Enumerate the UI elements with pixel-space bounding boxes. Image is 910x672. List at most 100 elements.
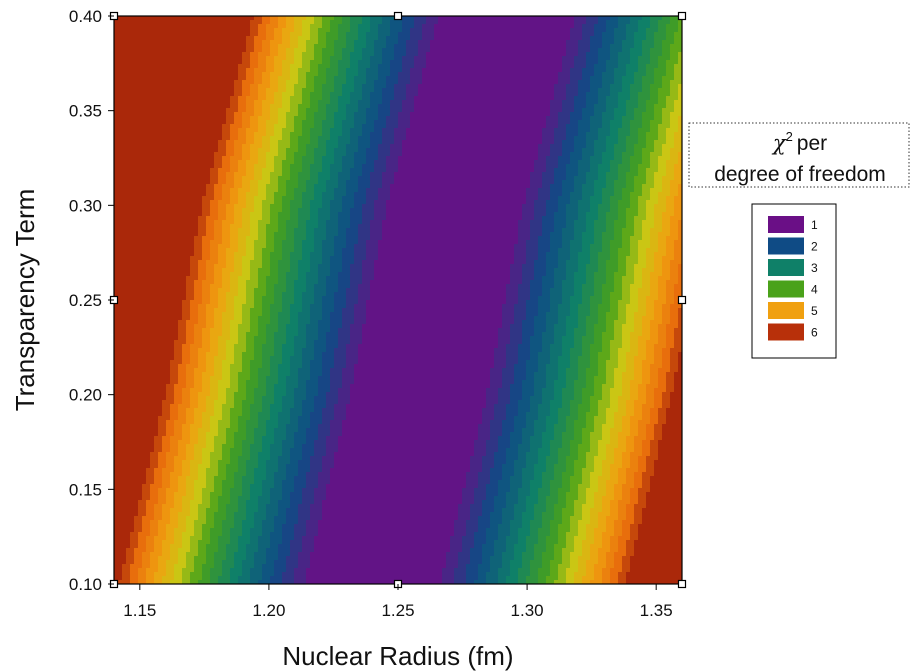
contour-cell xyxy=(566,140,571,145)
contour-cell xyxy=(438,24,443,29)
contour-cell xyxy=(206,96,211,101)
contour-cell xyxy=(130,144,135,149)
contour-cell xyxy=(186,64,191,69)
contour-cell xyxy=(622,24,627,29)
contour-cell xyxy=(466,16,471,21)
contour-cell xyxy=(542,64,547,69)
contour-cell xyxy=(270,112,275,117)
contour-cell xyxy=(234,128,239,133)
contour-cell xyxy=(186,84,191,89)
contour-cell xyxy=(198,144,203,149)
contour-cell xyxy=(462,132,467,137)
contour-cell xyxy=(518,84,523,89)
contour-cell xyxy=(638,100,643,105)
contour-cell xyxy=(570,124,575,129)
contour-cell xyxy=(210,48,215,53)
contour-cell xyxy=(274,76,279,81)
contour-cell xyxy=(518,104,523,109)
contour-cell xyxy=(382,52,387,57)
contour-cell xyxy=(238,56,243,61)
contour-cell xyxy=(390,152,395,157)
contour-cell xyxy=(674,116,679,121)
contour-cell xyxy=(674,112,679,117)
contour-cell xyxy=(134,116,139,121)
contour-cell xyxy=(470,20,475,25)
contour-cell xyxy=(278,36,283,41)
contour-cell xyxy=(242,100,247,105)
contour-cell xyxy=(466,24,471,29)
contour-cell xyxy=(390,100,395,105)
contour-cell xyxy=(426,88,431,93)
contour-cell xyxy=(490,52,495,57)
contour-cell xyxy=(358,52,363,57)
contour-cell xyxy=(198,124,203,129)
contour-cell xyxy=(634,56,639,61)
contour-cell xyxy=(502,132,507,137)
contour-cell xyxy=(550,148,555,153)
contour-cell xyxy=(670,40,675,45)
contour-cell xyxy=(466,52,471,57)
contour-cell xyxy=(270,140,275,145)
contour-cell xyxy=(406,124,411,129)
contour-cell xyxy=(578,96,583,101)
contour-cell xyxy=(402,104,407,109)
contour-cell xyxy=(626,36,631,41)
contour-cell xyxy=(510,20,515,25)
contour-cell xyxy=(466,44,471,49)
contour-cell xyxy=(266,88,271,93)
contour-cell xyxy=(402,56,407,61)
contour-cell xyxy=(502,140,507,145)
contour-cell xyxy=(246,72,251,77)
contour-cell xyxy=(458,132,463,137)
contour-cell xyxy=(194,60,199,65)
contour-cell xyxy=(234,92,239,97)
contour-cell xyxy=(374,104,379,109)
contour-cell xyxy=(162,16,167,21)
contour-cell xyxy=(374,116,379,121)
contour-cell xyxy=(386,44,391,49)
contour-cell xyxy=(354,108,359,113)
contour-cell xyxy=(458,48,463,53)
contour-cell xyxy=(590,100,595,105)
contour-cell xyxy=(442,112,447,117)
contour-cell xyxy=(278,68,283,73)
contour-cell xyxy=(166,36,171,41)
contour-cell xyxy=(470,56,475,61)
contour-cell xyxy=(114,84,119,89)
contour-cell xyxy=(610,108,615,113)
contour-cell xyxy=(602,120,607,125)
contour-cell xyxy=(338,112,343,117)
contour-cell xyxy=(286,28,291,33)
contour-cell xyxy=(570,36,575,41)
contour-cell xyxy=(494,100,499,105)
contour-cell xyxy=(558,60,563,65)
contour-cell xyxy=(366,88,371,93)
contour-cell xyxy=(338,88,343,93)
contour-cell xyxy=(554,84,559,89)
contour-cell xyxy=(314,44,319,49)
contour-cell xyxy=(230,60,235,65)
contour-cell xyxy=(522,100,527,105)
contour-cell xyxy=(514,92,519,97)
contour-cell xyxy=(462,140,467,145)
contour-cell xyxy=(346,48,351,53)
contour-cell xyxy=(306,152,311,157)
contour-cell xyxy=(230,140,235,145)
contour-cell xyxy=(630,136,635,141)
contour-cell xyxy=(266,104,271,109)
contour-cell xyxy=(434,28,439,33)
contour-cell xyxy=(494,20,499,25)
contour-cell xyxy=(322,32,327,37)
contour-cell xyxy=(434,44,439,49)
contour-cell xyxy=(506,72,511,77)
contour-cell xyxy=(274,96,279,101)
contour-cell xyxy=(310,16,315,21)
contour-cell xyxy=(506,136,511,141)
contour-cell xyxy=(470,72,475,77)
contour-cell xyxy=(190,32,195,37)
contour-cell xyxy=(178,16,183,21)
contour-cell xyxy=(530,124,535,129)
contour-cell xyxy=(318,80,323,85)
contour-cell xyxy=(502,64,507,69)
contour-cell xyxy=(518,136,523,141)
